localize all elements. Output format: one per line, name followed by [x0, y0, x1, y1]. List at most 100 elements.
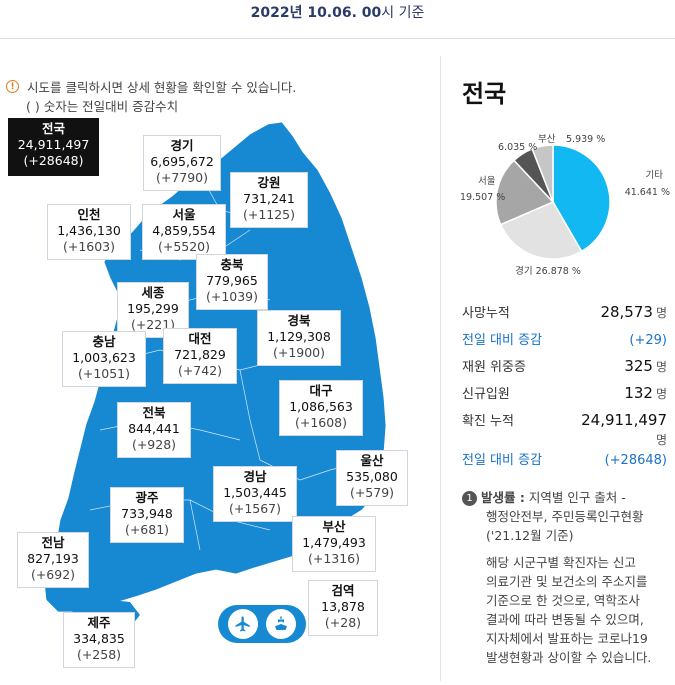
region-value: 1,129,308	[267, 329, 331, 344]
stat-value: 325	[624, 357, 653, 375]
disclaimer-line: 결과에 따라 변동될 수 있으며,	[486, 612, 644, 627]
region-value: 733,948	[121, 506, 173, 521]
stat-value: 28,573	[600, 303, 653, 321]
stat-unit: 명	[655, 433, 667, 447]
region-share-pie-chart: 기타 41.641 % 경기 26.878 % 서울 19.507 % 부산6.035 %…	[460, 134, 670, 277]
region-name: 대구	[309, 383, 333, 398]
stat-value: (+28648)	[604, 453, 667, 468]
header-date: 2022년 10.06. 00	[250, 5, 382, 21]
notice-line1: 시도를 클릭하시면 상세 현황을 확인할 수 있습니다.	[27, 80, 297, 95]
region-increase: (+681)	[124, 522, 170, 537]
region-increase: (+1900)	[272, 345, 326, 360]
region-increase: (+1051)	[77, 366, 131, 381]
disclaimer: 해당 시군구별 확진자는 신고 의료기관 및 보건소의 주소지를 기준으로 한 …	[462, 553, 675, 667]
region-increase: (+1125)	[242, 207, 296, 222]
region-value: 827,193	[27, 551, 79, 566]
region-gyeongbuk[interactable]: 경북 1,129,308 (+1900)	[257, 310, 341, 366]
region-value: 731,241	[243, 191, 295, 206]
region-name: 충북	[220, 257, 244, 272]
region-increase: (+1603)	[62, 239, 116, 254]
korea-map: 전국 24,911,497 (+28648) 경기 6,695,672 (+77…	[0, 100, 440, 681]
panel-divider	[440, 56, 441, 681]
region-increase: (+928)	[131, 437, 177, 452]
disclaimer-line: 발생현황과 상이할 수 있습니다.	[486, 650, 652, 665]
side-panel-title: 전국	[462, 80, 507, 108]
region-value: 1,003,623	[72, 350, 136, 365]
pie-slice	[531, 144, 554, 203]
region-incheon[interactable]: 인천 1,436,130 (+1603)	[47, 204, 131, 260]
source-note: 1 발생률 : 지역별 인구 출처 - 행정안전부, 주민등록인구현황 ('21.…	[462, 488, 675, 667]
header-suffix: 시 기준	[381, 5, 425, 21]
region-increase: (+1039)	[205, 289, 259, 304]
region-name: 울산	[360, 453, 384, 468]
region-value: 1,436,130	[57, 223, 121, 238]
region-jeonbuk[interactable]: 전북 844,441 (+928)	[117, 402, 191, 458]
region-name: 인천	[77, 207, 101, 222]
region-name: 광주	[135, 490, 159, 505]
region-daegu[interactable]: 대구 1,086,563 (+1608)	[279, 380, 363, 436]
region-total[interactable]: 전국 24,911,497 (+28648)	[8, 118, 99, 176]
region-daejeon[interactable]: 대전 721,829 (+742)	[163, 328, 237, 384]
pie-label: 6.035 %	[498, 142, 537, 153]
region-name: 경기	[170, 138, 194, 153]
region-increase: (+7790)	[155, 170, 209, 185]
region-gangwon[interactable]: 강원 731,241 (+1125)	[230, 172, 308, 228]
pie-label: 서울	[478, 176, 496, 187]
region-increase: (+692)	[30, 567, 76, 582]
region-name: 경남	[243, 469, 267, 484]
pie-label: 41.641 %	[625, 187, 670, 198]
region-name: 부산	[322, 519, 346, 534]
stat-deaths-change: 전일 대비 증감 (+29)	[462, 329, 667, 356]
region-name: 경북	[287, 313, 311, 328]
stat-confirmed: 확진 누적 24,911,497	[462, 410, 667, 437]
region-value: 535,080	[346, 469, 398, 484]
region-ulsan[interactable]: 울산 535,080 (+579)	[336, 450, 408, 506]
stat-deaths: 사망누적 28,573 명	[462, 302, 667, 329]
region-gyeonggi[interactable]: 경기 6,695,672 (+7790)	[143, 135, 221, 191]
source-line: ('21.12월 기준)	[486, 528, 574, 543]
disclaimer-line: 의료기관 및 보건소의 주소지를	[486, 574, 648, 589]
region-increase: (+579)	[349, 485, 395, 500]
region-value: 844,441	[128, 421, 180, 436]
stat-unit: 명	[655, 306, 667, 320]
stat-critical: 재원 위중증 325 명	[462, 356, 667, 383]
source-line: 행정안전부, 주민등록인구현황	[486, 509, 644, 524]
header-divider	[0, 38, 675, 39]
page-header: 2022년 10.06. 00시 기준	[0, 0, 675, 36]
map-notice: ! 시도를 클릭하시면 상세 현황을 확인할 수 있습니다. ( ) 숫자는 전일…	[6, 77, 296, 115]
region-quarantine[interactable]: 검역 13,878 (+28)	[308, 580, 378, 636]
region-name: 전북	[142, 405, 166, 420]
region-value: 24,911,497	[17, 137, 90, 152]
region-increase: (+28)	[324, 615, 362, 630]
region-jeju[interactable]: 제주 334,835 (+258)	[63, 612, 135, 668]
stat-label: 확진 누적	[462, 414, 514, 429]
region-chungnam[interactable]: 충남 1,003,623 (+1051)	[62, 331, 146, 387]
region-seoul[interactable]: 서울 4,859,554 (+5520)	[142, 204, 226, 260]
region-busan[interactable]: 부산 1,479,493 (+1316)	[292, 516, 376, 572]
region-name: 충남	[92, 334, 116, 349]
pie-label: 경기 26.878 %	[515, 265, 581, 277]
region-gyeongnam[interactable]: 경남 1,503,445 (+1567)	[213, 466, 297, 522]
region-name: 제주	[87, 615, 111, 630]
stat-unit: 명	[655, 360, 667, 374]
region-name: 검역	[331, 583, 355, 598]
footnote-badge: 1	[462, 491, 477, 506]
source-title: 발생률 :	[481, 490, 525, 505]
airplane-icon	[228, 609, 258, 639]
info-icon: !	[6, 80, 19, 93]
region-chungbuk[interactable]: 충북 779,965 (+1039)	[196, 254, 268, 310]
region-increase: (+5520)	[157, 239, 211, 254]
disclaimer-line: 해당 시군구별 확진자는 신고	[486, 555, 636, 570]
pie-slice	[495, 159, 555, 226]
region-value: 1,086,563	[289, 399, 353, 414]
region-increase: (+258)	[76, 647, 122, 662]
region-gwangju[interactable]: 광주 733,948 (+681)	[110, 487, 184, 543]
pie-label: 5.939 %	[566, 134, 605, 145]
stat-confirmed-change: 전일 대비 증감 (+28648)	[462, 449, 667, 476]
pie-label: 부산	[538, 134, 556, 145]
stat-value: (+29)	[629, 333, 667, 348]
pie-slice	[552, 144, 611, 253]
region-increase: (+742)	[177, 363, 223, 378]
stat-value: 24,911,497	[581, 411, 667, 429]
region-jeonnam[interactable]: 전남 827,193 (+692)	[17, 532, 89, 588]
